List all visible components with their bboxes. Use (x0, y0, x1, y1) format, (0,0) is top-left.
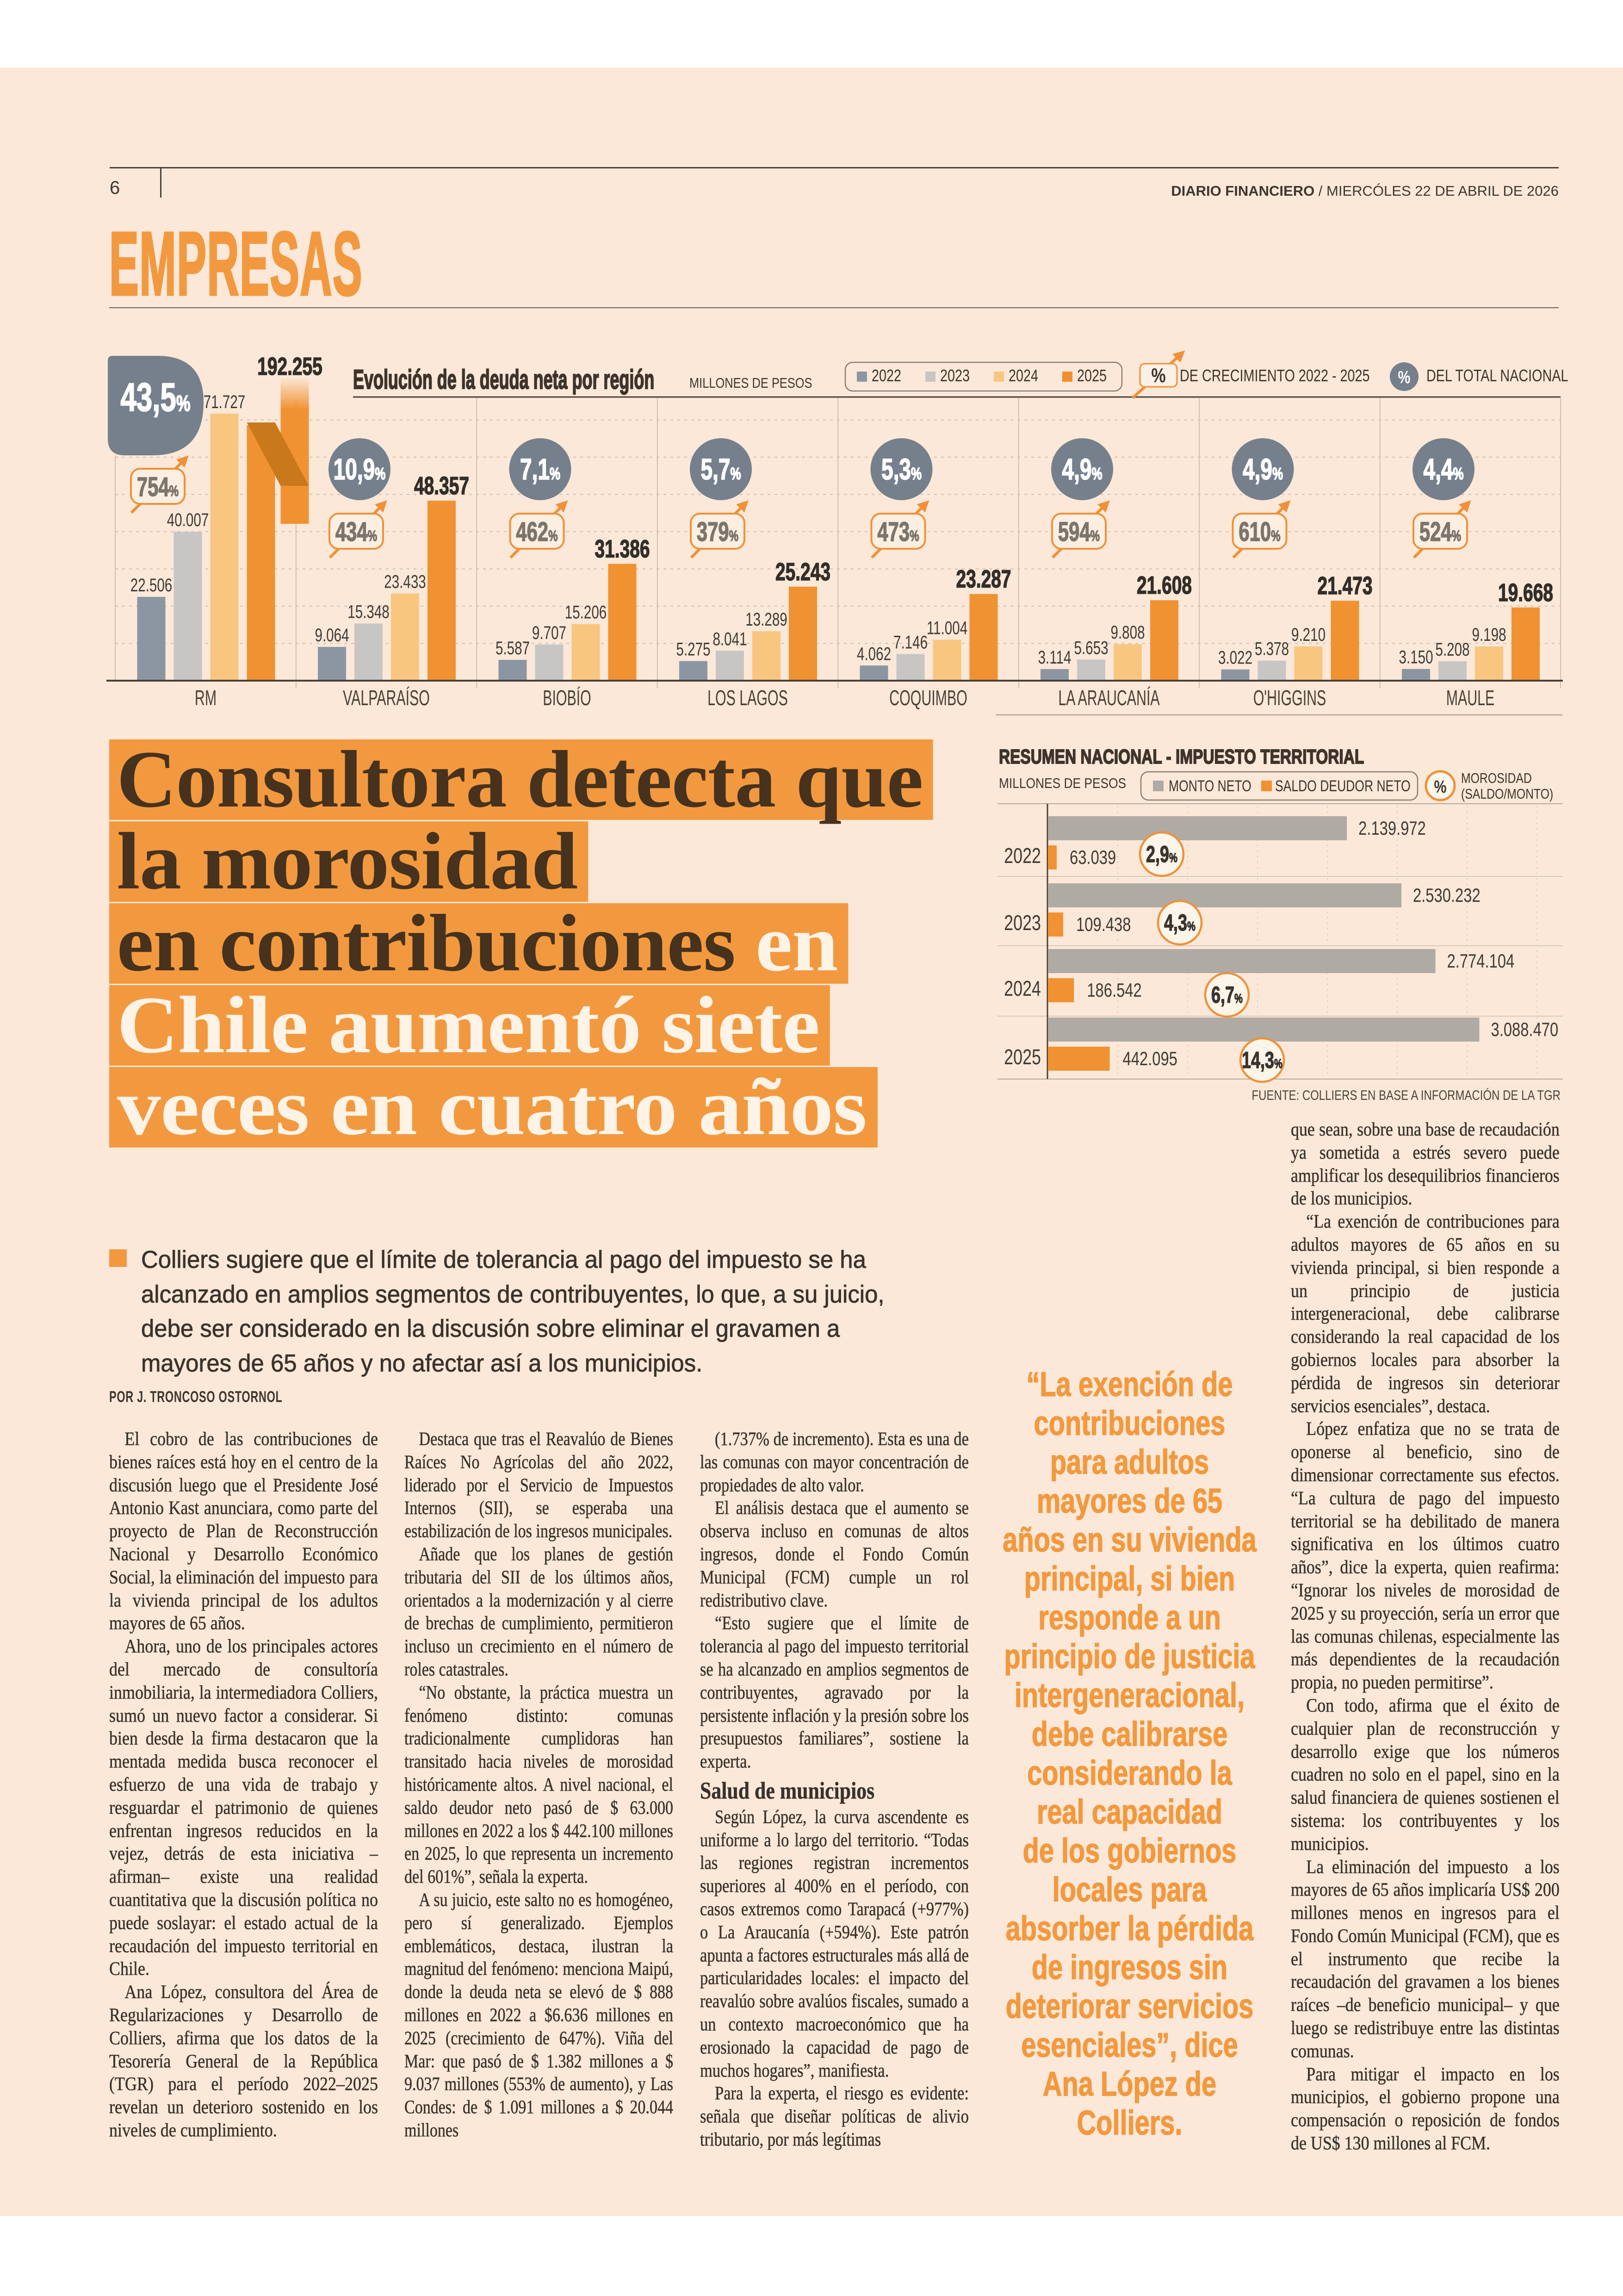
svg-text:9.707: 9.707 (532, 623, 566, 643)
svg-text:3.022: 3.022 (1218, 647, 1252, 668)
svg-text:MILLONES DE PESOS: MILLONES DE PESOS (689, 375, 812, 391)
svg-text:Evolución de la deuda neta por: Evolución de la deuda neta por región (353, 365, 654, 395)
svg-text:MOROSIDAD: MOROSIDAD (1461, 770, 1532, 786)
svg-text:2.139.972: 2.139.972 (1358, 817, 1426, 839)
svg-text:2022: 2022 (1004, 844, 1041, 868)
svg-text:5.587: 5.587 (496, 638, 530, 658)
svg-text:4.062: 4.062 (857, 644, 891, 664)
svg-text:MAULE: MAULE (1446, 687, 1495, 710)
svg-text:48.357: 48.357 (414, 472, 469, 500)
svg-text:2025: 2025 (1077, 366, 1107, 385)
svg-text:LOS LAGOS: LOS LAGOS (707, 687, 788, 710)
svg-text:BIOBÍO: BIOBÍO (543, 687, 591, 710)
svg-text:40.007: 40.007 (167, 510, 209, 530)
svg-text:O'HIGGINS: O'HIGGINS (1253, 687, 1326, 710)
svg-text:5,7%: 5,7% (700, 453, 741, 486)
svg-text:9.198: 9.198 (1472, 625, 1506, 645)
svg-text:5.378: 5.378 (1255, 639, 1289, 659)
svg-text:COQUIMBO: COQUIMBO (889, 687, 967, 710)
svg-text:3.150: 3.150 (1399, 647, 1433, 667)
svg-text:7,1%: 7,1% (520, 453, 560, 486)
svg-text:23.433: 23.433 (384, 571, 426, 592)
svg-text:22.506: 22.506 (130, 575, 172, 596)
svg-text:8.041: 8.041 (712, 629, 747, 649)
svg-text:109.438: 109.438 (1076, 913, 1131, 935)
svg-text:15.348: 15.348 (347, 602, 389, 622)
svg-text:11.004: 11.004 (927, 618, 967, 638)
svg-text:21.608: 21.608 (1137, 571, 1192, 599)
svg-text:LA ARAUCANÍA: LA ARAUCANÍA (1058, 687, 1159, 710)
svg-text:2023: 2023 (1004, 911, 1041, 935)
svg-text:SALDO DEUDOR NETO: SALDO DEUDOR NETO (1275, 777, 1411, 795)
svg-text:RM: RM (195, 687, 217, 710)
svg-text:3.088.470: 3.088.470 (1491, 1018, 1559, 1040)
svg-text:71.727: 71.727 (204, 392, 245, 412)
svg-text:2.774.104: 2.774.104 (1447, 950, 1515, 972)
svg-text:3.114: 3.114 (1038, 647, 1072, 668)
svg-text:9.064: 9.064 (315, 625, 349, 645)
svg-text:FUENTE: COLLIERS EN BASE A INF: FUENTE: COLLIERS EN BASE A INFORMACIÓN D… (1252, 1087, 1561, 1103)
svg-text:7.146: 7.146 (893, 632, 928, 652)
svg-text:192.255: 192.255 (257, 352, 322, 380)
svg-text:9.210: 9.210 (1291, 625, 1326, 645)
svg-text:MONTO NETO: MONTO NETO (1169, 777, 1251, 795)
svg-text:2023: 2023 (940, 366, 970, 385)
svg-text:5.275: 5.275 (676, 639, 710, 659)
svg-text:594%: 594% (1058, 516, 1100, 546)
svg-text:RESUMEN NACIONAL - IMPUESTO TE: RESUMEN NACIONAL - IMPUESTO TERRITORIAL (999, 746, 1364, 768)
svg-text:9.808: 9.808 (1110, 622, 1145, 643)
svg-text:%: % (1398, 368, 1410, 387)
svg-text:DE CRECIMIENTO 2022 - 2025: DE CRECIMIENTO 2022 - 2025 (1180, 366, 1370, 385)
svg-text:4,9%: 4,9% (1243, 453, 1283, 486)
svg-text:15.206: 15.206 (565, 602, 607, 622)
svg-text:13.289: 13.289 (745, 609, 787, 630)
svg-text:(SALDO/MONTO): (SALDO/MONTO) (1461, 786, 1553, 801)
svg-text:2025: 2025 (1004, 1045, 1041, 1069)
svg-text:MILLONES DE PESOS: MILLONES DE PESOS (999, 776, 1126, 791)
svg-text:2022: 2022 (872, 366, 901, 385)
svg-text:DEL TOTAL NACIONAL: DEL TOTAL NACIONAL (1426, 366, 1568, 385)
svg-text:186.542: 186.542 (1087, 979, 1141, 1001)
svg-text:5.653: 5.653 (1074, 638, 1108, 658)
svg-text:21.473: 21.473 (1318, 571, 1373, 600)
svg-text:VALPARAÍSO: VALPARAÍSO (343, 687, 430, 710)
svg-text:23.287: 23.287 (956, 565, 1011, 593)
svg-text:31.386: 31.386 (595, 534, 650, 563)
svg-text:%: % (1434, 777, 1446, 797)
svg-text:63.039: 63.039 (1070, 846, 1116, 868)
svg-text:19.668: 19.668 (1498, 578, 1553, 606)
svg-text:473%: 473% (877, 516, 919, 546)
svg-text:%: % (1151, 364, 1165, 387)
svg-text:25.243: 25.243 (775, 558, 830, 586)
svg-text:2024: 2024 (1009, 366, 1038, 385)
svg-text:2024: 2024 (1004, 977, 1041, 1000)
svg-text:442.095: 442.095 (1122, 1048, 1177, 1069)
svg-text:2.530.232: 2.530.232 (1413, 884, 1481, 906)
svg-text:5.208: 5.208 (1435, 639, 1469, 660)
